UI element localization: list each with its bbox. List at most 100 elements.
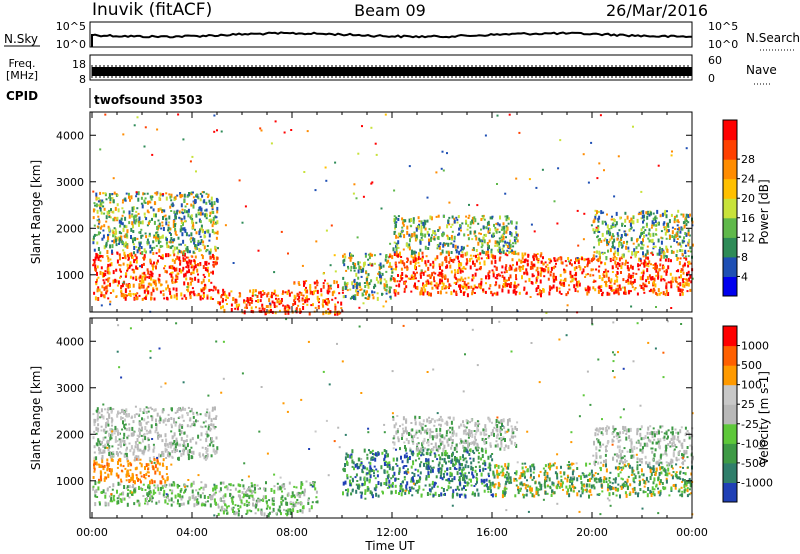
heatmap-cell [515,237,518,240]
heatmap-cell [395,245,397,249]
heatmap-cell [212,493,215,496]
heatmap-cell [190,407,193,412]
heatmap-cell [350,254,353,257]
heatmap-cell [427,460,430,465]
heatmap-cell [501,240,504,243]
heatmap-cell [214,261,217,266]
heatmap-cell [656,222,659,225]
heatmap-cell [379,281,382,285]
heatmap-cell [420,225,423,230]
heatmap-cell [415,235,418,240]
heatmap-cell [399,251,401,256]
heatmap-cell [448,237,451,241]
heatmap-cell [320,293,323,297]
heatmap-cell [95,203,98,208]
heatmap-cell [310,304,313,307]
heatmap-cell [94,264,97,269]
heatmap-cell [301,506,304,510]
heatmap-cell [466,293,469,298]
heatmap-cell [238,510,240,512]
heatmap-cell [393,221,396,225]
heatmap-cell [336,311,339,316]
heatmap-cell [274,311,277,315]
heatmap-cell [170,425,173,429]
heatmap-cell [238,489,241,493]
heatmap-cell [271,497,274,502]
heatmap-cell [351,281,354,286]
heatmap-cell [208,272,210,277]
heatmap-cell [261,303,264,307]
heatmap-cell [602,252,605,255]
heatmap-cell [256,484,259,487]
heatmap-cell [316,295,319,300]
heatmap-cell [123,485,126,489]
heatmap-cell [139,442,142,445]
heatmap-cell [195,247,198,250]
heatmap-cell [151,217,153,221]
heatmap-cell [665,269,668,273]
heatmap-cell [618,243,620,248]
heatmap-cell [124,293,127,296]
heatmap-cell [356,463,359,467]
heatmap-cell [661,237,664,240]
heatmap-cell [593,246,596,249]
heatmap-cell [127,489,130,491]
heatmap-cell [372,296,375,300]
heatmap-cell [96,288,99,293]
heatmap-cell [222,288,225,292]
heatmap-cell [208,424,211,427]
heatmap-cell [460,474,463,477]
heatmap-cell [101,271,104,276]
heatmap-cell [177,236,180,240]
heatmap-cell [690,262,693,265]
heatmap-cell [108,215,111,218]
heatmap-cell [100,413,103,418]
heatmap-cell [316,279,318,284]
heatmap-cell [382,305,385,308]
heatmap-cell [594,209,597,212]
heatmap-cell [439,467,442,470]
heatmap-cell [126,243,129,246]
heatmap-cell [108,271,111,275]
heatmap-cell [384,258,387,262]
heatmap-cell [410,275,413,279]
heatmap-cell [642,269,645,272]
heatmap-cell [161,439,164,443]
heatmap-cell [183,281,186,286]
heatmap-cell [239,293,242,298]
heatmap-cell [131,206,134,211]
heatmap-cell [155,191,158,196]
heatmap-cell [224,293,226,297]
heatmap-cell [487,472,490,476]
heatmap-cell [208,239,211,242]
heatmap-cell [492,232,495,237]
heatmap-cell [184,488,187,491]
heatmap-cell [400,277,403,281]
heatmap-cell [337,310,340,315]
heatmap-cell [364,492,367,495]
heatmap-cell [98,218,100,222]
heatmap-cell [97,276,100,279]
heatmap-cell [448,480,451,485]
nsky-panel [89,21,693,48]
heatmap-cell [571,274,574,278]
heatmap-cell [311,291,314,294]
heatmap-cell [611,233,614,237]
heatmap-cell [221,505,224,509]
heatmap-cell [258,307,261,310]
heatmap-cell [129,198,131,202]
heatmap-cell [165,466,168,470]
heatmap-cell [160,434,162,438]
heatmap-cell [191,226,194,229]
heatmap-cell [426,274,429,277]
heatmap-cell [199,228,202,232]
heatmap-cell [406,275,408,278]
heatmap-cell [248,509,251,512]
heatmap-cell [165,196,168,201]
heatmap-cell [352,262,355,265]
heatmap-cell [628,273,631,277]
heatmap-cell [96,428,99,432]
heatmap-cell [104,443,107,447]
heatmap-cell [198,452,201,456]
date-title: 26/Mar/2016 [606,1,708,20]
